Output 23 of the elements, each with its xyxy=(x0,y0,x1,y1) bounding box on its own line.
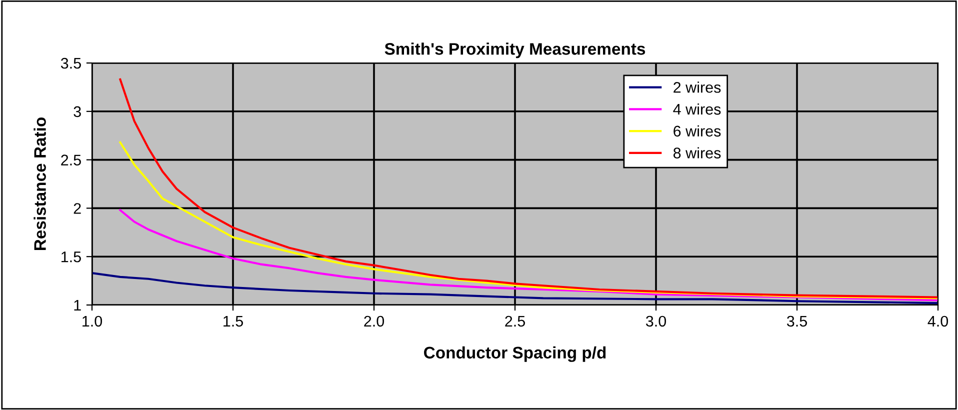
legend-label: 6 wires xyxy=(674,125,721,137)
x-tick-label: 2.0 xyxy=(364,316,384,327)
y-tick-label: 3.5 xyxy=(60,58,81,69)
x-tick-label: 3.5 xyxy=(786,316,807,327)
legend-label: 8 wires xyxy=(673,147,721,158)
x-tick-label: 4.0 xyxy=(928,316,948,327)
y-tick-label: 2.5 xyxy=(61,154,81,166)
line-series xyxy=(119,209,938,302)
legend-label: 4 wires xyxy=(673,103,721,115)
line-series xyxy=(119,141,938,300)
x-tick-label: 1.0 xyxy=(82,316,102,327)
x-axis-title: Conductor Spacing p/d xyxy=(424,346,606,362)
y-tick-label: 1.5 xyxy=(62,252,81,262)
y-tick-label: 1 xyxy=(74,300,81,311)
x-tick-label: 3.0 xyxy=(646,316,666,327)
x-tick-label: 1.5 xyxy=(224,316,243,327)
chart-title: Smith's Proximity Measurements xyxy=(384,42,646,58)
y-tick-label: 3 xyxy=(74,106,81,118)
y-tick-label: 2 xyxy=(74,203,81,214)
x-tick-label: 2.5 xyxy=(505,316,525,327)
legend-label: 2 wires xyxy=(674,82,721,93)
y-axis-title: Resistance Ratio xyxy=(34,117,46,250)
line-series xyxy=(119,78,938,298)
